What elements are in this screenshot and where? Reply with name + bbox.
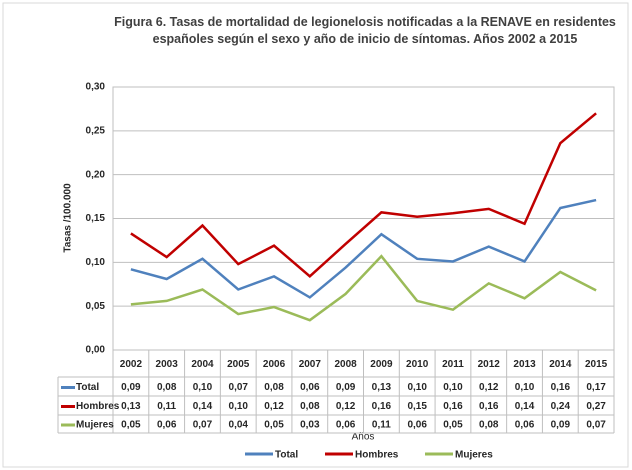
table-cell: 0,06 [407, 420, 427, 431]
table-cell: 0,13 [372, 382, 392, 393]
table-cell: 0,16 [479, 401, 499, 412]
x-axis-label: Años [352, 432, 375, 443]
table-cell: 0,06 [300, 382, 320, 393]
table-cell: 0,10 [443, 382, 463, 393]
table-cell: 0,06 [515, 420, 535, 431]
table-cell: 0,16 [551, 382, 571, 393]
table-cell: 0,09 [336, 382, 356, 393]
y-tick-label: 0,05 [86, 301, 106, 312]
y-axis-label: Tasas /100.000 [63, 183, 74, 253]
y-tick-label: 0,20 [86, 169, 106, 180]
table-cell: 0,12 [479, 382, 499, 393]
table-row-label: Mujeres [76, 420, 114, 431]
table-cell: 0,09 [121, 382, 141, 393]
legend-label: Mujeres [455, 450, 493, 461]
y-tick-label: 0,30 [86, 82, 106, 93]
y-tick-label: 0,10 [86, 257, 106, 268]
table-cell: 0,11 [157, 401, 176, 412]
table-cell: 0,10 [193, 382, 213, 393]
x-tick-label: 2010 [406, 359, 429, 370]
y-tick-label: 0,15 [86, 213, 106, 224]
table-cell: 0,05 [264, 420, 284, 431]
table-cell: 0,16 [372, 401, 392, 412]
line-series [130, 112, 597, 279]
table-cell: 0,14 [515, 401, 535, 412]
x-tick-label: 2003 [156, 359, 179, 370]
table-cell: 0,15 [407, 401, 427, 412]
x-tick-label: 2011 [442, 359, 464, 370]
table-cell: 0,11 [372, 420, 391, 431]
chart-title: Figura 6. Tasas de mortalidad de legione… [114, 15, 616, 46]
table-cell: 0,17 [586, 382, 606, 393]
table-row-label: Total [76, 382, 99, 393]
table-cell: 0,06 [336, 420, 356, 431]
table-cell: 0,16 [443, 401, 463, 412]
x-tick-label: 2007 [299, 359, 322, 370]
table-cell: 0,12 [336, 401, 356, 412]
table-cell: 0,13 [121, 401, 141, 412]
x-tick-label: 2015 [585, 359, 608, 370]
table-cell: 0,14 [193, 401, 213, 412]
table-cell: 0,08 [264, 382, 284, 393]
x-tick-label: 2008 [334, 359, 357, 370]
table-cell: 0,07 [229, 382, 249, 393]
x-tick-label: 2012 [478, 359, 501, 370]
table-cell: 0,10 [229, 401, 249, 412]
table-cell: 0,08 [157, 382, 177, 393]
legend-label: Total [275, 450, 298, 461]
legend-label: Hombres [355, 450, 399, 461]
x-tick-label: 2014 [549, 359, 572, 370]
x-tick-label: 2013 [513, 359, 536, 370]
line-series [130, 254, 597, 322]
x-tick-label: 2004 [191, 359, 214, 370]
x-tick-label: 2009 [370, 359, 393, 370]
y-tick-label: 0,25 [86, 125, 106, 136]
table-cell: 0,05 [443, 420, 463, 431]
x-tick-label: 2005 [227, 359, 250, 370]
table-row-label: Hombres [76, 401, 120, 412]
y-tick-label: 0,00 [86, 345, 106, 356]
x-tick-label: 2006 [263, 359, 286, 370]
table-cell: 0,08 [479, 420, 499, 431]
line-series [130, 198, 597, 299]
table-cell: 0,08 [300, 401, 320, 412]
table-cell: 0,07 [193, 420, 213, 431]
table-cell: 0,10 [407, 382, 427, 393]
table-cell: 0,27 [586, 401, 606, 412]
table-cell: 0,06 [157, 420, 177, 431]
table-cell: 0,10 [515, 382, 535, 393]
table-cell: 0,24 [551, 401, 571, 412]
table-cell: 0,07 [586, 420, 606, 431]
x-tick-label: 2002 [120, 359, 143, 370]
table-cell: 0,12 [264, 401, 284, 412]
table-cell: 0,04 [229, 420, 249, 431]
table-cell: 0,05 [121, 420, 141, 431]
table-cell: 0,03 [300, 420, 320, 431]
table-cell: 0,09 [551, 420, 571, 431]
